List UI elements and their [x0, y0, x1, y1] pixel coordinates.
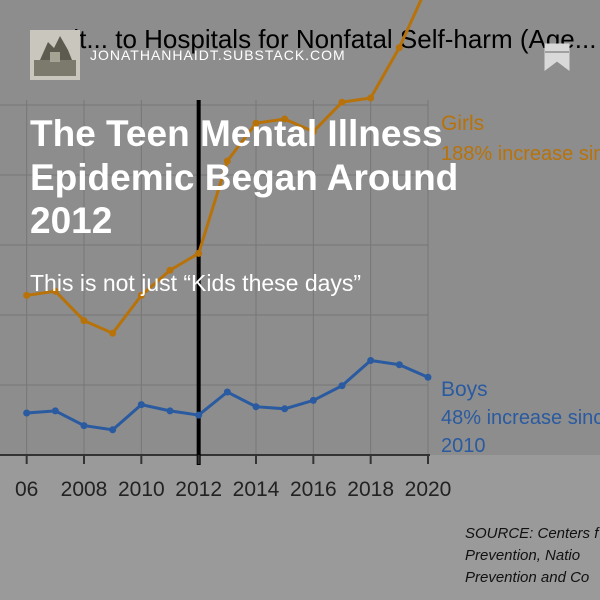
x-tick-label: 2016: [290, 478, 337, 501]
x-tick-label: 06: [15, 478, 38, 501]
boys-point: [137, 401, 145, 409]
post-subtitle: This is not just “Kids these days”: [30, 270, 362, 296]
source-line-1: SOURCE: Centers f: [465, 525, 600, 542]
boys-point: [23, 409, 31, 417]
boys-series-label: Boys: [441, 378, 488, 401]
series-labels: Girls 188% increase sinc Boys 48% increa…: [441, 112, 600, 457]
site-name[interactable]: JONATHANHAIDT.SUBSTACK.COM: [90, 47, 346, 63]
boys-point: [80, 422, 88, 430]
publication-logo-icon[interactable]: [30, 30, 80, 80]
x-tick-label: 2010: [118, 478, 165, 501]
girls-point: [109, 329, 117, 337]
slide-footer-area: [0, 455, 600, 600]
girls-point: [80, 317, 88, 325]
chart-title: ...mit... to Hospitals for Nonfatal Self…: [30, 24, 596, 54]
girls-point: [23, 291, 31, 299]
girls-series-label: Girls: [441, 112, 484, 135]
boys-point: [281, 405, 289, 413]
boys-annotation: 48% increase sinc: [441, 407, 600, 429]
chart-grid: [0, 100, 429, 456]
source-line-3: Prevention and Co: [465, 569, 589, 586]
x-tick-label: 2020: [405, 478, 452, 501]
boys-point: [223, 388, 231, 396]
girls-point: [166, 266, 174, 274]
source-line-2: Prevention, Natio: [465, 547, 580, 564]
x-tick-label: 2014: [233, 478, 280, 501]
x-axis-ticks: 06 2008 2010 2012 2014 2016 2018 2020: [15, 455, 451, 501]
boys-point: [309, 396, 317, 404]
boys-point: [395, 361, 403, 369]
chart-axes: [0, 100, 430, 465]
chart-series: [23, 0, 432, 434]
x-tick-label: 2018: [347, 478, 394, 501]
boys-annotation-year: 2010: [441, 435, 486, 457]
girls-point: [395, 44, 403, 52]
girls-point: [223, 157, 231, 165]
x-tick-label: 2008: [61, 478, 108, 501]
girls-point: [309, 128, 317, 136]
boys-point: [109, 426, 117, 434]
girls-point: [252, 119, 260, 127]
boys-point: [195, 411, 203, 419]
x-tick-label: 2012: [175, 478, 222, 501]
girls-point: [51, 287, 59, 295]
boys-point: [252, 403, 260, 411]
boys-point: [166, 407, 174, 415]
source-note: SOURCE: Centers f Prevention, Natio Prev…: [465, 525, 600, 586]
post-title[interactable]: The Teen Mental Illness Epidemic Began A…: [30, 113, 459, 242]
boys-point: [367, 357, 375, 364]
girls-annotation: 188% increase sinc: [441, 143, 600, 165]
girls-point: [195, 249, 203, 257]
boys-point: [338, 382, 346, 390]
bookmark-icon[interactable]: [544, 43, 570, 71]
girls-point: [338, 98, 346, 106]
girls-point: [281, 115, 289, 123]
girls-point: [367, 94, 375, 102]
boys-point: [424, 373, 432, 381]
boys-point: [51, 407, 59, 415]
girls-point: [137, 291, 145, 299]
